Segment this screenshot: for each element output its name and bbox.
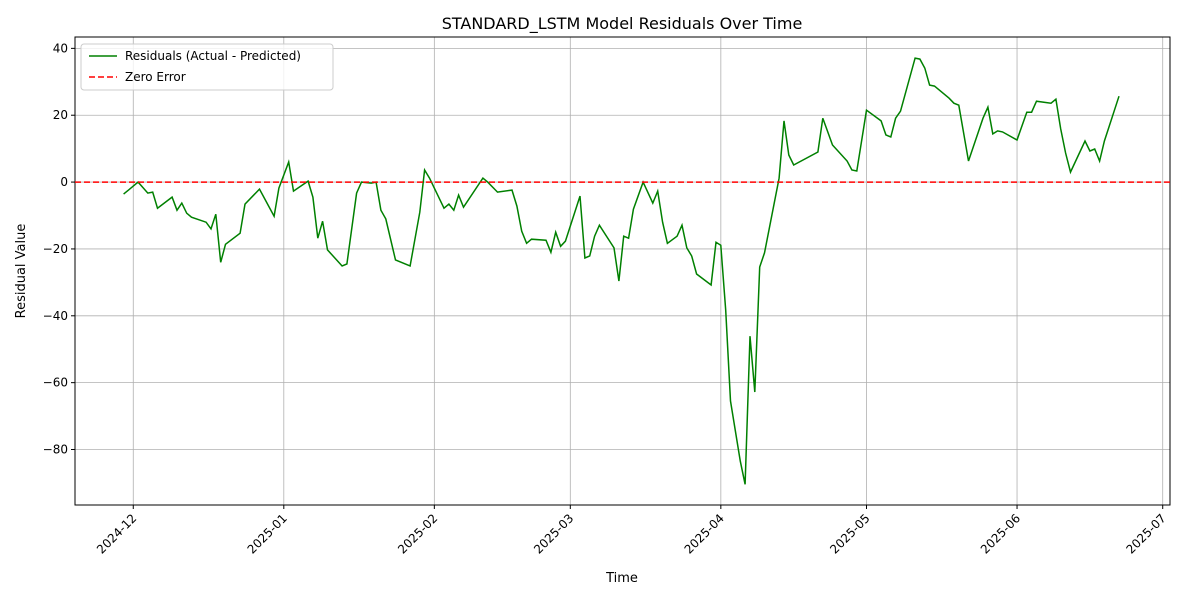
x-axis-label: Time <box>605 571 638 586</box>
y-tick-label: −40 <box>43 309 68 323</box>
legend-label: Residuals (Actual - Predicted) <box>125 49 301 63</box>
x-tick-label: 2025-01 <box>245 511 290 556</box>
y-tick-label: −20 <box>43 242 68 256</box>
x-tick-label: 2025-05 <box>827 511 872 556</box>
x-tick-label: 2024-12 <box>94 511 139 556</box>
legend-box <box>80 43 334 91</box>
x-tick-label: 2025-02 <box>395 511 440 556</box>
y-tick-label: −60 <box>43 376 68 390</box>
x-tick-label: 2025-07 <box>1123 511 1168 556</box>
chart-title: STANDARD_LSTM Model Residuals Over Time <box>442 14 803 34</box>
y-tick-label: 0 <box>60 175 68 189</box>
y-tick-label: 40 <box>53 41 68 55</box>
plot-frame <box>74 36 1171 506</box>
legend: Residuals (Actual - Predicted) Zero Error <box>80 43 334 91</box>
residual-line <box>123 57 1120 485</box>
legend-label: Zero Error <box>125 70 186 84</box>
y-tick-label: −80 <box>43 443 68 457</box>
y-axis-label: Residual Value <box>14 224 29 319</box>
x-tick-label: 2025-04 <box>682 511 727 556</box>
x-tick-label: 2025-06 <box>978 511 1023 556</box>
x-tick-label: 2025-03 <box>531 511 576 556</box>
y-tick-label: 20 <box>53 108 68 122</box>
